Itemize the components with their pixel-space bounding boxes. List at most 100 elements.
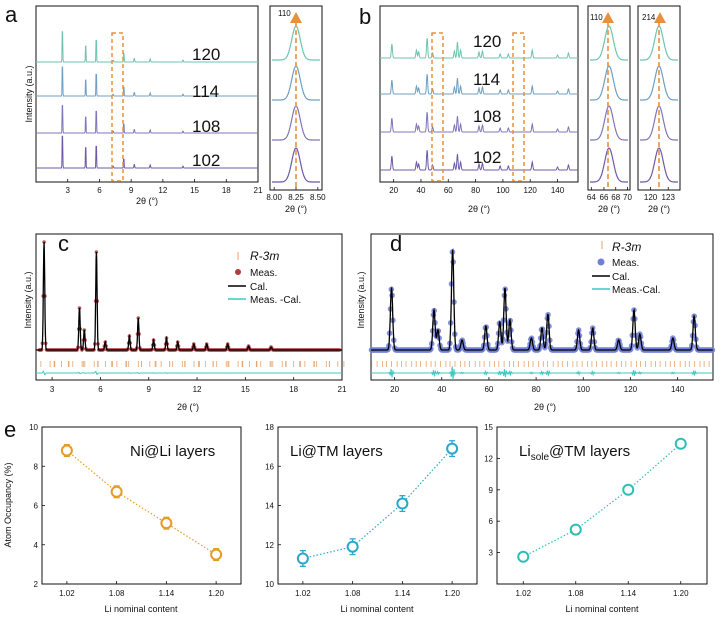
panel-b-xtick-label-4: 100	[496, 186, 510, 195]
panel-d-xtick-label-5: 120	[624, 385, 638, 394]
panel-b-inset-2-xlabel: 2θ (°)	[648, 204, 670, 214]
panel-e1-point-0	[60, 444, 73, 457]
panel-e3-ytick-label-2: 9	[489, 486, 494, 495]
panel-letter-d: d	[390, 231, 402, 256]
panel-e1-ytick-label-0: 2	[34, 580, 39, 589]
panel-b-inset-1-xlabel: 2θ (°)	[598, 204, 620, 214]
panel-letter-a: a	[5, 2, 18, 27]
panel-e1-trend-line	[66, 450, 217, 556]
panel-e2-ytick-label-2: 14	[265, 502, 274, 511]
panel-d-legend-meas: Meas.	[612, 258, 639, 269]
panel-e2-ytick-label-0: 10	[265, 580, 274, 589]
panel-e1-ylabel: Atom Occupancy (%)	[3, 462, 13, 547]
panel-letter-b: b	[359, 4, 371, 29]
panel-e2-ytick-label-4: 18	[265, 423, 274, 432]
panel-b-series-label-102: 102	[473, 148, 501, 167]
panel-c-legend-meas: Meas.	[250, 268, 277, 279]
panel-a-xtick-label-6: 21	[254, 186, 263, 195]
panel-a-trace-108	[36, 105, 258, 134]
panel-a-xtick-label-2: 9	[129, 186, 134, 195]
panel-b-inset-2-trace-3	[640, 147, 678, 183]
panel-a-series-label-102: 102	[192, 151, 220, 170]
panel-e3-ytick-label-1: 6	[489, 517, 494, 526]
panel-a-ylabel: Intensity (a.u.)	[24, 65, 34, 122]
panel-d-legend-cal: Cal.	[612, 272, 630, 283]
panel-e2-point-3	[446, 442, 459, 455]
panel-e3-title-sub: sole	[531, 452, 550, 463]
panel-b-highlight-box-2	[512, 32, 525, 182]
panel-b-inset-1-label: 110	[590, 13, 603, 22]
panel-b-inset-2-arrow	[654, 12, 666, 23]
panel-a-xtick-label-5: 18	[222, 186, 231, 195]
panel-e3-title-main: Li	[519, 443, 531, 460]
panel-d-xtick-label-2: 60	[484, 385, 493, 394]
panel-b-xtick-label-1: 40	[417, 186, 426, 195]
panel-e3-xtick-label-2: 1.14	[620, 589, 636, 598]
panel-b-series-label-114: 114	[473, 70, 500, 89]
panel-a-inset-xtick-label-0: 8.00	[266, 193, 282, 202]
panel-b-xtick-label-6: 140	[551, 186, 565, 195]
panel-c-xlabel: 2θ (°)	[177, 402, 199, 412]
panel-c-xtick-label-1: 6	[98, 385, 103, 394]
panel-c-frame	[35, 233, 343, 381]
panel-e3-xtick-label-1: 1.08	[568, 589, 584, 598]
panel-e1-ytick-label-3: 8	[34, 462, 39, 471]
panel-b-inset-1-xtick-label-3: 70	[623, 193, 632, 202]
panel-e3-point-0	[517, 550, 530, 563]
panel-c-legend-space-group: R-3m	[250, 249, 279, 263]
panel-e1-xtick-label-3: 1.20	[208, 589, 224, 598]
panel-b-inset-1-xtick-label-0: 64	[587, 193, 596, 202]
panel-e1-xtick-label-2: 1.14	[159, 589, 175, 598]
panel-e3-point-1	[569, 523, 582, 536]
panel-b-inset-2-frame	[637, 5, 681, 191]
panel-a-inset-xtick-label-1: 8.25	[288, 193, 304, 202]
panel-b-trace-108	[380, 111, 578, 133]
panel-e3: Lisole@TM layers 3 6 9 12 15 1.02 1.08 1.14 1.20…	[484, 423, 708, 614]
panel-c-legend-meas-swatch	[235, 269, 241, 275]
panel-c-xtick-label-4: 15	[241, 385, 250, 394]
panel-e2-xtick-label-2: 1.14	[395, 589, 411, 598]
panel-a-highlight-box	[111, 32, 124, 182]
panel-e3-point-2	[622, 483, 635, 496]
panel-d-diff-line	[371, 366, 713, 381]
panel-a-xtick-label-3: 12	[158, 186, 167, 195]
panel-e2-trend-line	[302, 448, 453, 560]
panel-d-xtick-label-3: 80	[532, 385, 541, 394]
panel-e3-ytick-label-0: 3	[489, 549, 494, 558]
panel-d-cal-line	[371, 248, 713, 351]
panel-a-series-label-114: 114	[192, 82, 219, 101]
panel-c-xtick-label-3: 12	[193, 385, 202, 394]
panel-d-xtick-label-1: 40	[437, 385, 446, 394]
panel-e2-xtick-label-0: 1.02	[295, 589, 311, 598]
panel-d: Intensity (a.u.) R-3m Meas. Cal. Meas.-C…	[356, 233, 716, 412]
panel-b-inset-1: 110 64 66 68 70 2θ (°)	[587, 5, 632, 214]
panel-e2-ytick-label-3: 16	[265, 462, 274, 471]
panel-d-xtick-label-6: 140	[671, 385, 685, 394]
panel-c-xtick-label-0: 3	[50, 385, 55, 394]
panel-b-xtick-label-3: 80	[471, 186, 480, 195]
panel-c-cal-line	[36, 241, 342, 351]
panel-d-ylabel: Intensity (a.u.)	[356, 271, 366, 328]
panel-letter-c: c	[58, 231, 69, 256]
panel-a-inset-xlabel: 2θ (°)	[285, 204, 307, 214]
panel-e1: Atom Occupancy (%) Ni@Li layers 2 4 6 8 10 1.…	[3, 423, 242, 614]
panel-d-legend: R-3m Meas. Cal. Meas.-Cal.	[592, 240, 660, 296]
panel-e2-point-0	[296, 552, 309, 565]
panel-d-legend-meas-swatch	[597, 258, 605, 266]
panel-b-inset-1-trace-3	[590, 147, 628, 183]
panel-e1-point-1	[110, 485, 123, 498]
panel-e1-point-2	[160, 517, 173, 530]
panel-e1-title: Ni@Li layers	[130, 443, 215, 460]
panel-e2-xlabel: Li nominal content	[340, 604, 414, 614]
panel-a-trace-102	[36, 135, 258, 169]
panel-e2-ytick-label-1: 12	[265, 541, 274, 550]
panel-e1-ytick-label-4: 10	[29, 423, 38, 432]
panel-c-xtick-label-5: 18	[289, 385, 298, 394]
panel-b-inset-1-arrow	[602, 12, 614, 23]
panel-c-ylabel: Intensity (a.u.)	[23, 271, 33, 328]
panel-d-frame	[370, 233, 714, 381]
panel-b-trace-102	[380, 149, 578, 171]
panel-c-legend: R-3m Meas. Cal. Meas. -Cal.	[228, 249, 301, 306]
panel-e1-ytick-label-1: 4	[34, 541, 39, 550]
